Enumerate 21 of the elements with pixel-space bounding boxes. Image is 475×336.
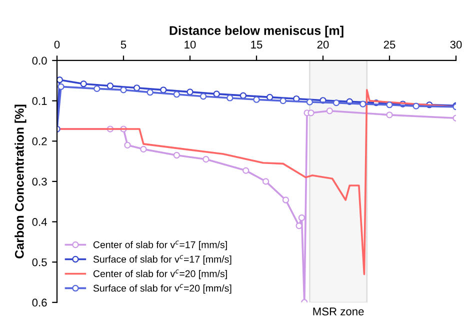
x-tick-label: 0 — [54, 40, 60, 49]
x-tick-label: 10 — [184, 40, 196, 49]
legend-label: Center of slab for v$^{c}$=20 [mm/s] — [93, 270, 227, 280]
x-tick-label: 20 — [317, 40, 329, 49]
y-axis-title: Carbon Concentration [%] — [14, 104, 26, 258]
legend-label: Center of slab for v$^{c}$=17 [mm/s] — [93, 240, 227, 250]
y-tick-label: 0.4 — [32, 218, 47, 226]
x-axis-title: Distance below meniscus [m] — [170, 26, 344, 38]
legend-label: Surface of slab for v$^{c}$=20 [mm/s] — [93, 284, 232, 294]
y-tick-label: 0.0 — [32, 56, 47, 65]
x-tick-label: 25 — [384, 40, 396, 49]
legend-label: Surface of slab for v$^{c}$=17 [mm/s] — [93, 255, 232, 265]
y-tick-label: 0.6 — [32, 298, 47, 307]
x-tick-label: 30 — [450, 40, 462, 49]
y-tick-label: 0.2 — [32, 137, 47, 146]
y-tick-label: 0.5 — [32, 258, 47, 266]
x-tick-label: 15 — [251, 40, 262, 49]
band-label: MSR zone — [313, 308, 364, 316]
y-tick-label: 0.3 — [32, 178, 47, 186]
x-tick-label: 5 — [120, 40, 126, 49]
y-tick-label: 0.1 — [32, 97, 47, 105]
